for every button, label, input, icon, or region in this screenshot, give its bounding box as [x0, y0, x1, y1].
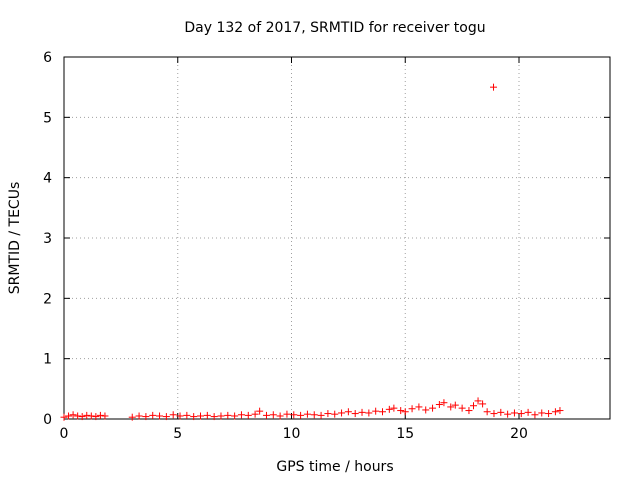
- data-point: [237, 411, 245, 419]
- data-point: [483, 408, 491, 416]
- data-point: [290, 411, 298, 419]
- data-point: [331, 410, 339, 418]
- data-point: [231, 412, 239, 420]
- data-point: [169, 411, 177, 419]
- data-point: [517, 410, 525, 418]
- axis-ticks: 0 5 10 15 20 0 1 2 3 4 5 6: [43, 50, 610, 442]
- data-point: [401, 408, 409, 416]
- data-point: [303, 410, 311, 418]
- data-point: [74, 412, 82, 420]
- data-point: [210, 413, 218, 421]
- data-point: [317, 411, 325, 419]
- data-point: [256, 407, 264, 415]
- data-point: [490, 83, 498, 91]
- data-point: [156, 412, 164, 420]
- grid-lines: [64, 57, 610, 419]
- y-axis-label: SRMTID / TECUs: [7, 182, 23, 295]
- data-point: [479, 400, 487, 408]
- y-tick-label: 2: [43, 291, 52, 307]
- data-point: [490, 410, 498, 418]
- data-point: [465, 407, 473, 415]
- data-point: [422, 406, 430, 414]
- data-point: [451, 401, 459, 409]
- data-point: [197, 412, 204, 420]
- data-point: [297, 411, 305, 419]
- x-tick-label: 10: [283, 426, 301, 442]
- x-tick-label: 5: [173, 426, 182, 442]
- data-point: [92, 413, 100, 421]
- data-point: [262, 411, 270, 419]
- data-point: [497, 408, 505, 416]
- data-point: [162, 413, 170, 421]
- data-point: [324, 410, 332, 418]
- data-point: [142, 413, 150, 421]
- data-point: [203, 411, 211, 419]
- data-point: [385, 405, 393, 413]
- y-tick-label: 4: [43, 171, 52, 187]
- data-point: [447, 403, 455, 411]
- data-point: [440, 399, 448, 407]
- data-point: [458, 404, 466, 412]
- y-tick-label: 5: [43, 110, 52, 126]
- x-tick-label: 20: [510, 426, 528, 442]
- data-point: [524, 408, 532, 416]
- data-point: [149, 411, 157, 419]
- data-point: [415, 403, 423, 411]
- data-point: [60, 413, 68, 421]
- data-point: [269, 411, 277, 419]
- data-point: [510, 409, 518, 417]
- x-axis-label: GPS time / hours: [276, 459, 393, 475]
- data-point: [344, 408, 352, 416]
- data-point: [276, 412, 284, 420]
- data-point: [69, 411, 77, 419]
- y-tick-label: 6: [43, 50, 52, 66]
- chart-title: Day 132 of 2017, SRMTID for receiver tog…: [184, 20, 485, 36]
- data-point: [224, 411, 232, 419]
- data-point: [128, 413, 136, 421]
- data-point: [65, 412, 73, 420]
- data-point: [531, 411, 539, 419]
- data-point: [87, 412, 95, 420]
- data-point: [244, 411, 252, 419]
- data-point: [351, 410, 359, 418]
- data-point: [556, 407, 564, 415]
- data-point: [545, 410, 553, 418]
- data-point: [96, 411, 104, 419]
- data-point: [429, 404, 437, 412]
- data-point: [408, 405, 416, 413]
- data-point: [538, 409, 546, 417]
- data-point: [310, 411, 318, 419]
- x-tick-label: 15: [396, 426, 414, 442]
- data-point: [435, 401, 443, 409]
- y-tick-label: 0: [43, 412, 52, 428]
- data-point: [78, 413, 86, 421]
- x-tick-label: 0: [60, 426, 69, 442]
- data-point: [372, 407, 380, 415]
- data-point: [474, 397, 482, 405]
- data-point: [251, 410, 259, 418]
- data-point: [190, 413, 198, 421]
- data-point: [504, 410, 512, 418]
- data-point: [183, 411, 191, 419]
- data-point: [176, 412, 184, 420]
- y-tick-label: 1: [43, 352, 52, 368]
- data-point: [365, 409, 373, 417]
- data-point: [470, 402, 477, 410]
- data-point: [358, 408, 366, 416]
- data-point: [217, 412, 225, 420]
- data-point: [390, 404, 398, 412]
- data-points: [60, 83, 564, 421]
- data-point: [379, 408, 386, 416]
- data-point: [283, 410, 291, 418]
- data-point: [397, 407, 405, 415]
- data-point: [83, 411, 91, 419]
- data-point: [338, 409, 346, 417]
- y-tick-label: 3: [43, 231, 52, 247]
- data-point: [101, 412, 109, 420]
- data-point: [551, 408, 559, 416]
- data-point: [135, 412, 143, 420]
